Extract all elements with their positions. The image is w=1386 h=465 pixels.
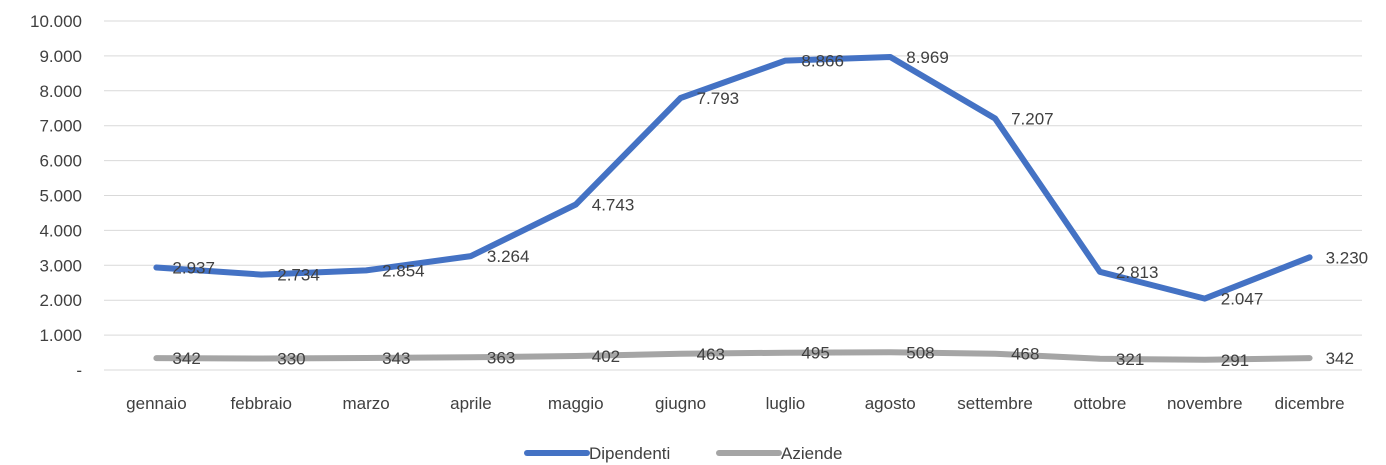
x-tick-label-dicembre: dicembre <box>1275 394 1345 413</box>
legend-label-aziende: Aziende <box>781 444 842 463</box>
x-tick-label-aprile: aprile <box>450 394 492 413</box>
data-label-aziende: 342 <box>172 349 200 368</box>
y-tick-label: 1.000 <box>39 326 82 345</box>
data-label-aziende: 343 <box>382 349 410 368</box>
x-tick-label-settembre: settembre <box>957 394 1033 413</box>
series-line-dipendenti <box>153 54 1313 302</box>
data-label-aziende: 330 <box>277 349 305 368</box>
y-tick-label: 4.000 <box>39 221 82 240</box>
data-label-dipendenti: 7.207 <box>1011 109 1054 128</box>
x-tick-label-novembre: novembre <box>1167 394 1243 413</box>
x-tick-label-maggio: maggio <box>548 394 604 413</box>
x-tick-label-agosto: agosto <box>865 394 916 413</box>
series-lines <box>153 54 1313 363</box>
data-label-dipendenti: 2.734 <box>277 266 320 285</box>
x-tick-label-giugno: giugno <box>655 394 706 413</box>
y-tick-label: 10.000 <box>30 12 82 31</box>
data-label-dipendenti: 8.866 <box>801 52 844 71</box>
data-label-aziende: 342 <box>1326 349 1354 368</box>
data-label-aziende: 291 <box>1221 351 1249 370</box>
y-axis-tick-labels: - 1.000 2.000 3.000 4.000 5.000 6.000 7.000 8.00… <box>30 12 82 380</box>
data-label-dipendenti: 3.230 <box>1326 248 1369 267</box>
data-label-aziende: 402 <box>592 347 620 366</box>
data-label-dipendenti: 2.047 <box>1221 290 1264 309</box>
y-tick-label: 8.000 <box>39 82 82 101</box>
legend: Dipendenti Aziende <box>524 444 842 463</box>
data-label-dipendenti: 2.937 <box>172 258 215 277</box>
data-label-aziende: 463 <box>697 345 725 364</box>
data-label-aziende: 468 <box>1011 345 1039 364</box>
data-label-aziende: 363 <box>487 348 515 367</box>
legend-label-dipendenti: Dipendenti <box>589 444 670 463</box>
data-label-dipendenti: 4.743 <box>592 195 635 214</box>
series-line-aziende <box>153 349 1313 363</box>
y-tick-label: - <box>76 361 82 380</box>
data-label-dipendenti: 3.264 <box>487 247 530 266</box>
x-tick-label-marzo: marzo <box>342 394 389 413</box>
x-tick-label-ottobre: ottobre <box>1073 394 1126 413</box>
y-tick-label: 2.000 <box>39 291 82 310</box>
x-tick-label-gennaio: gennaio <box>126 394 187 413</box>
y-tick-label: 9.000 <box>39 47 82 66</box>
data-label-dipendenti: 2.854 <box>382 261 425 280</box>
data-label-aziende: 508 <box>906 343 934 362</box>
data-label-aziende: 495 <box>801 344 829 363</box>
data-labels: 2.937 2.734 2.854 3.264 4.743 7.793 8.866 8.969… <box>172 48 1368 370</box>
x-tick-label-febbraio: febbraio <box>231 394 292 413</box>
data-label-aziende: 321 <box>1116 350 1144 369</box>
x-axis-tick-labels: gennaio febbraio marzo aprile maggio giugno lu… <box>126 394 1344 413</box>
y-tick-label: 5.000 <box>39 187 82 206</box>
y-tick-label: 7.000 <box>39 117 82 136</box>
data-label-dipendenti: 2.813 <box>1116 263 1159 282</box>
x-tick-label-luglio: luglio <box>766 394 806 413</box>
data-label-dipendenti: 7.793 <box>697 89 740 108</box>
y-tick-label: 3.000 <box>39 256 82 275</box>
y-tick-label: 6.000 <box>39 152 82 171</box>
gridlines <box>104 20 1362 371</box>
data-label-dipendenti: 8.969 <box>906 48 949 67</box>
